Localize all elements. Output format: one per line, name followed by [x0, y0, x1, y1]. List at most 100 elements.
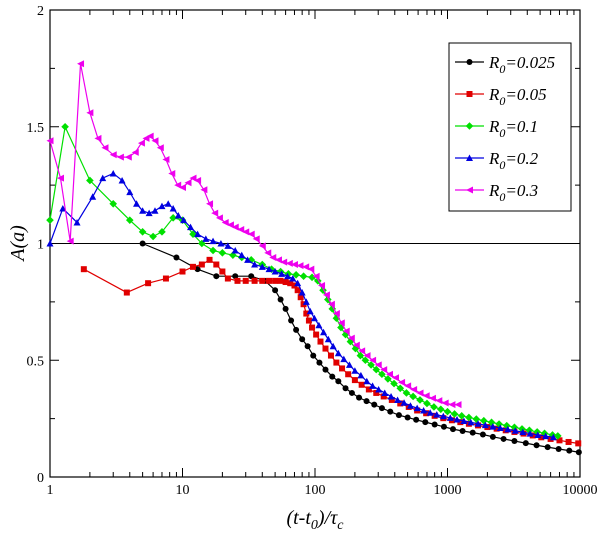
- data-point: [396, 412, 402, 418]
- data-point: [173, 255, 179, 261]
- data-point: [238, 252, 245, 258]
- series-1: [140, 241, 582, 456]
- data-point: [392, 374, 399, 381]
- data-point: [381, 389, 388, 396]
- data-point: [465, 414, 473, 422]
- data-point: [219, 269, 225, 275]
- data-point: [375, 386, 382, 393]
- data-point: [61, 123, 69, 131]
- x-tick-label: 1000: [434, 483, 462, 498]
- data-point: [94, 135, 101, 142]
- legend-marker: [467, 59, 473, 65]
- data-point: [394, 396, 401, 403]
- data-point: [371, 402, 377, 408]
- data-point: [448, 401, 455, 408]
- data-point: [416, 389, 423, 396]
- data-point: [423, 392, 430, 399]
- x-tick-label: 10000: [563, 483, 598, 498]
- data-point: [283, 306, 289, 312]
- x-tick-label: 10: [176, 483, 190, 498]
- data-point: [422, 419, 428, 425]
- data-point: [322, 346, 328, 352]
- data-point: [293, 327, 299, 333]
- x-tick-label: 1: [47, 483, 54, 498]
- data-point: [202, 235, 209, 242]
- data-point: [206, 200, 213, 207]
- y-tick-label: 1.5: [27, 121, 45, 136]
- data-point: [300, 272, 308, 280]
- data-point: [219, 249, 227, 257]
- data-point: [470, 430, 476, 436]
- data-point: [311, 315, 318, 322]
- data-point: [325, 336, 332, 343]
- data-point: [335, 378, 341, 384]
- legend-marker: [467, 91, 473, 97]
- data-point: [168, 170, 175, 177]
- data-point: [145, 280, 151, 286]
- x-tick-label: 100: [305, 483, 326, 498]
- data-point: [225, 276, 231, 282]
- data-point: [364, 398, 370, 404]
- data-point: [523, 440, 529, 446]
- data-point: [162, 156, 169, 163]
- data-point: [213, 262, 219, 268]
- data-point: [430, 403, 438, 411]
- data-point: [352, 377, 358, 383]
- data-point: [333, 360, 339, 366]
- data-point: [473, 415, 481, 423]
- y-tick-label: 1: [37, 238, 44, 253]
- data-point: [211, 210, 218, 217]
- data-point: [429, 395, 436, 402]
- data-point: [81, 266, 87, 272]
- data-point: [460, 428, 466, 434]
- data-point: [234, 278, 240, 284]
- data-point: [454, 401, 461, 408]
- data-point: [356, 395, 362, 401]
- data-point: [252, 278, 258, 284]
- data-point: [501, 436, 507, 442]
- data-point: [317, 339, 323, 345]
- data-point: [349, 390, 355, 396]
- data-point: [278, 297, 284, 303]
- data-point: [490, 434, 496, 440]
- data-point: [404, 382, 411, 389]
- data-point: [379, 405, 385, 411]
- y-tick-label: 2: [37, 4, 44, 19]
- data-point: [190, 264, 196, 270]
- data-point: [99, 175, 106, 182]
- data-point: [158, 203, 165, 210]
- data-point: [511, 438, 517, 444]
- data-point: [149, 233, 157, 241]
- data-point: [345, 371, 351, 377]
- data-point: [151, 207, 158, 214]
- data-point: [423, 400, 431, 408]
- data-point: [180, 269, 186, 275]
- data-point: [413, 417, 419, 423]
- data-point: [259, 278, 265, 284]
- data-point: [125, 154, 132, 161]
- data-point: [313, 332, 319, 338]
- series-line: [84, 260, 578, 444]
- data-point: [207, 257, 213, 263]
- y-tick-label: 0.5: [27, 354, 45, 369]
- data-point: [124, 290, 130, 296]
- data-point: [450, 426, 456, 432]
- data-point: [566, 448, 572, 454]
- data-point: [480, 417, 488, 425]
- data-point: [140, 241, 146, 247]
- data-point: [405, 414, 411, 420]
- data-point: [545, 444, 551, 450]
- y-tick-label: 0: [37, 471, 44, 486]
- data-point: [306, 318, 312, 324]
- data-point: [200, 186, 207, 193]
- data-point: [343, 385, 349, 391]
- data-point: [576, 449, 582, 455]
- y-axis-label: A(a): [7, 225, 29, 263]
- data-point: [387, 409, 393, 415]
- data-point: [534, 442, 540, 448]
- data-point: [89, 193, 96, 200]
- series-5: [47, 60, 462, 408]
- data-point: [209, 247, 217, 255]
- data-point: [566, 439, 572, 445]
- data-point: [110, 170, 117, 177]
